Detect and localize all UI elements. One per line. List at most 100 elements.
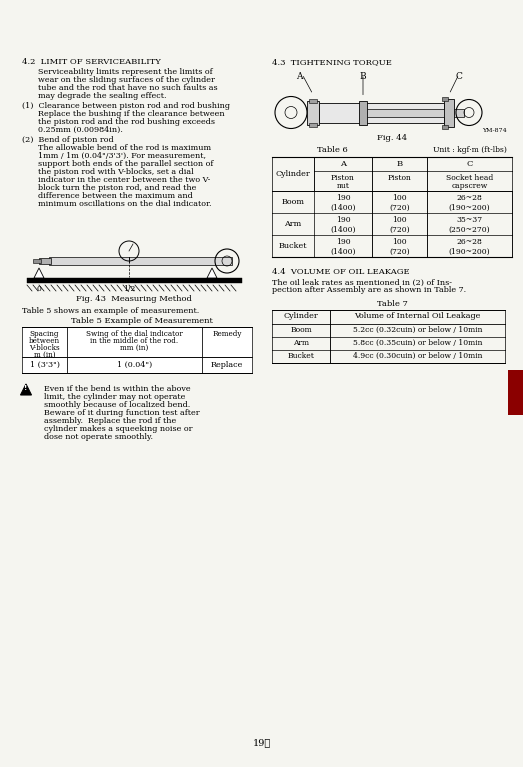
Text: indicator in the center between the two V-: indicator in the center between the two … — [38, 176, 210, 184]
Text: wear on the sliding surfaces of the cylinder: wear on the sliding surfaces of the cyli… — [38, 76, 215, 84]
Text: minimum oscillations on the dial indicator.: minimum oscillations on the dial indicat… — [38, 200, 211, 208]
Text: Piston: Piston — [388, 173, 412, 182]
Text: B: B — [396, 160, 403, 167]
Text: pection after Assembly are as shown in Table 7.: pection after Assembly are as shown in T… — [272, 287, 466, 295]
Text: tube and the rod that have no such faults as: tube and the rod that have no such fault… — [38, 84, 218, 92]
Text: Even if the bend is within the above: Even if the bend is within the above — [44, 385, 190, 393]
Text: Cylinder: Cylinder — [276, 170, 310, 177]
Text: Volume of Internal Oil Leakage: Volume of Internal Oil Leakage — [354, 312, 481, 321]
Text: 5.8cc (0.35cuin) or below / 10min: 5.8cc (0.35cuin) or below / 10min — [353, 339, 482, 347]
Bar — [22, 357, 67, 373]
Text: 100: 100 — [392, 216, 407, 225]
Text: Socket head: Socket head — [446, 173, 493, 182]
Text: The allowable bend of the rod is maximum: The allowable bend of the rod is maximum — [38, 144, 211, 152]
Bar — [202, 327, 252, 357]
Text: Table 6: Table 6 — [316, 146, 347, 154]
Bar — [442, 124, 448, 129]
Text: (1400): (1400) — [330, 203, 356, 212]
Text: m (in): m (in) — [33, 351, 55, 359]
Text: assembly.  Replace the rod if the: assembly. Replace the rod if the — [44, 417, 176, 425]
Bar — [367, 108, 464, 117]
Text: 0: 0 — [37, 285, 41, 293]
Text: Bucket: Bucket — [288, 352, 314, 360]
Text: C: C — [467, 160, 473, 167]
Text: cylinder makes a squeeking noise or: cylinder makes a squeeking noise or — [44, 425, 192, 433]
Text: the piston rod with V-blocks, set a dial: the piston rod with V-blocks, set a dial — [38, 168, 194, 176]
Text: Remedy: Remedy — [212, 330, 242, 338]
Text: Swing of the dial indicator: Swing of the dial indicator — [86, 330, 183, 338]
Bar — [39, 258, 51, 264]
Text: C: C — [456, 72, 462, 81]
Text: smoothly because of localized bend.: smoothly because of localized bend. — [44, 401, 190, 409]
Bar — [508, 370, 523, 415]
Bar — [309, 123, 317, 127]
Text: YM-874: YM-874 — [482, 127, 507, 133]
Text: dose not operate smoothly.: dose not operate smoothly. — [44, 433, 153, 441]
Text: Cylinder: Cylinder — [283, 312, 319, 321]
Bar — [22, 327, 67, 357]
Text: 26~28: 26~28 — [457, 195, 482, 202]
Bar — [27, 278, 242, 283]
Text: 35~37: 35~37 — [457, 216, 483, 225]
Text: 0.25mm (0.00984in).: 0.25mm (0.00984in). — [38, 126, 123, 134]
Text: Beware of it during function test after: Beware of it during function test after — [44, 409, 200, 417]
Text: Spacing: Spacing — [30, 330, 59, 338]
Text: 1 (3'3"): 1 (3'3") — [29, 361, 60, 369]
Polygon shape — [34, 268, 44, 278]
Text: between: between — [29, 337, 60, 345]
Text: Table 5 Example of Measurement: Table 5 Example of Measurement — [71, 317, 213, 325]
Bar — [359, 100, 367, 124]
Polygon shape — [207, 268, 217, 278]
Text: Piston: Piston — [331, 173, 355, 182]
Text: mm (in): mm (in) — [120, 344, 149, 352]
Text: Table 7: Table 7 — [377, 299, 407, 308]
Bar — [444, 98, 454, 127]
Bar — [49, 257, 232, 265]
Text: may degrade the sealing effect.: may degrade the sealing effect. — [38, 92, 166, 100]
Text: Boom: Boom — [290, 326, 312, 334]
Text: Boom: Boom — [281, 197, 304, 206]
Text: (250~270): (250~270) — [449, 225, 491, 233]
Text: (1400): (1400) — [330, 225, 356, 233]
Text: 190: 190 — [336, 216, 350, 225]
Text: B: B — [360, 72, 366, 81]
Polygon shape — [20, 384, 31, 395]
Text: The oil leak rates as mentioned in (2) of Ins-: The oil leak rates as mentioned in (2) o… — [272, 278, 452, 287]
Bar — [67, 327, 202, 357]
Text: 100: 100 — [392, 195, 407, 202]
Text: (190~200): (190~200) — [449, 203, 491, 212]
Text: Unit : kgf·m (ft-lbs): Unit : kgf·m (ft-lbs) — [433, 146, 507, 154]
Text: Serviceability limits represent the limits of: Serviceability limits represent the limi… — [38, 68, 213, 76]
Text: difference between the maximum and: difference between the maximum and — [38, 192, 193, 200]
Text: limit, the cylinder may not operate: limit, the cylinder may not operate — [44, 393, 185, 401]
Bar — [442, 97, 448, 100]
Text: capscrew: capscrew — [451, 182, 487, 189]
Text: (2)  Bend of piston rod: (2) Bend of piston rod — [22, 136, 113, 144]
Text: 4.3  TIGHTENING TORQUE: 4.3 TIGHTENING TORQUE — [272, 58, 392, 66]
Text: 190: 190 — [336, 239, 350, 246]
Text: (720): (720) — [389, 248, 410, 255]
Text: Fig. 43  Measuring Method: Fig. 43 Measuring Method — [76, 295, 192, 303]
Text: !: ! — [25, 386, 28, 391]
Text: 1/2: 1/2 — [123, 285, 135, 293]
Text: (1400): (1400) — [330, 248, 356, 255]
Text: 100: 100 — [392, 239, 407, 246]
Text: Arm: Arm — [293, 339, 309, 347]
Text: (720): (720) — [389, 225, 410, 233]
Bar — [202, 357, 252, 373]
Bar — [33, 259, 41, 263]
Text: 5.2cc (0.32cuin) or below / 10min: 5.2cc (0.32cuin) or below / 10min — [353, 326, 482, 334]
Text: Arm: Arm — [285, 219, 302, 228]
Text: Replace the bushing if the clearance between: Replace the bushing if the clearance bet… — [38, 110, 224, 118]
Text: 19①: 19① — [253, 738, 270, 747]
Text: block turn the piston rod, and read the: block turn the piston rod, and read the — [38, 184, 196, 192]
Text: 26~28: 26~28 — [457, 239, 482, 246]
Text: Fig. 44: Fig. 44 — [377, 134, 407, 143]
Text: (1)  Clearance between piston rod and rod bushing: (1) Clearance between piston rod and rod… — [22, 102, 230, 110]
Text: A: A — [340, 160, 346, 167]
Text: 1 (0.04"): 1 (0.04") — [117, 361, 152, 369]
Text: Table 5 shows an example of measurement.: Table 5 shows an example of measurement. — [22, 307, 199, 315]
Text: nut: nut — [337, 182, 349, 189]
Text: V-blocks: V-blocks — [29, 344, 60, 352]
Text: 4.2  LIMIT OF SERVICEABILITY: 4.2 LIMIT OF SERVICEABILITY — [22, 58, 161, 66]
